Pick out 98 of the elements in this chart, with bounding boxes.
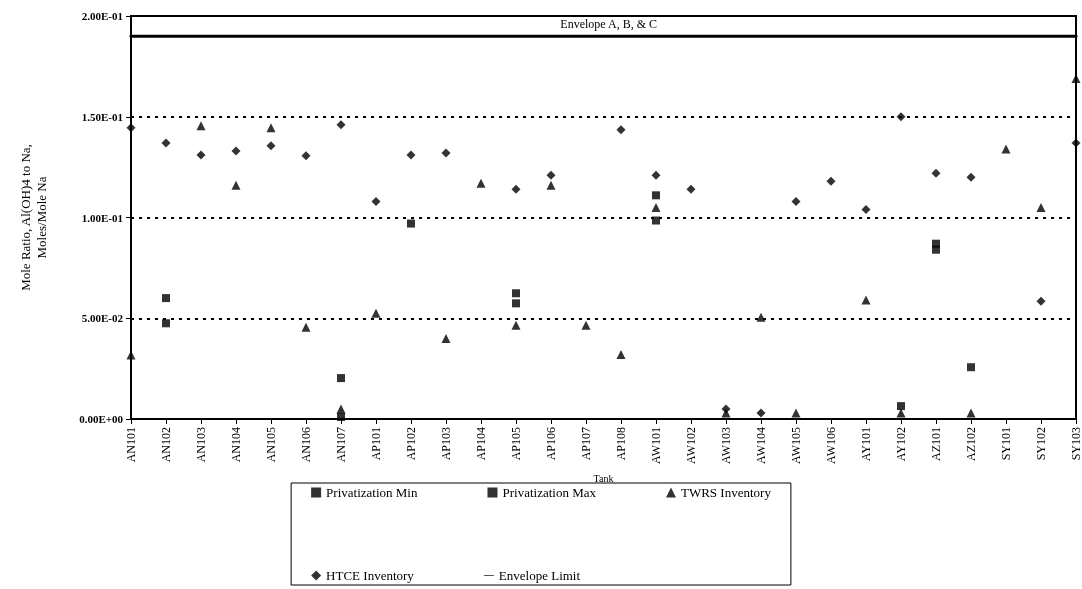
point — [162, 319, 170, 328]
point — [1071, 138, 1081, 148]
legend-label: Privatization Min — [326, 485, 418, 500]
point — [791, 408, 801, 418]
point — [896, 408, 906, 418]
point — [512, 289, 520, 298]
point — [1036, 296, 1046, 306]
point — [301, 151, 311, 161]
point — [932, 239, 940, 248]
point — [196, 121, 206, 131]
point — [896, 112, 906, 122]
x-tick-label: AW102 — [684, 427, 698, 465]
point — [336, 120, 346, 130]
point — [652, 191, 660, 200]
point — [931, 168, 941, 178]
point — [756, 408, 766, 418]
point — [1001, 144, 1011, 154]
point — [161, 138, 171, 148]
x-tick-label: AW101 — [649, 427, 663, 465]
point — [686, 184, 696, 194]
annotation: Envelope A, B, & C — [560, 17, 657, 31]
point — [337, 374, 345, 383]
x-axis-title: Tank — [593, 472, 614, 484]
x-tick-label: AP104 — [474, 427, 488, 461]
point — [231, 146, 241, 156]
point — [371, 308, 381, 318]
point — [371, 196, 381, 206]
x-tick-label: AZ101 — [929, 427, 943, 461]
x-tick-label: AW105 — [789, 427, 803, 465]
point — [476, 178, 486, 188]
point — [266, 123, 276, 133]
x-tick-label: AP102 — [404, 427, 418, 461]
point — [826, 176, 836, 186]
point — [791, 196, 801, 206]
point — [336, 404, 346, 414]
point — [966, 172, 976, 182]
x-tick-label: AN101 — [124, 427, 138, 463]
x-tick-label: AN102 — [159, 427, 173, 463]
legend-label: TWRS Inventory — [680, 485, 772, 500]
y-tick-label: 2.00E-01 — [81, 10, 123, 22]
y-tick-label: 0.00E+00 — [79, 413, 124, 425]
x-tick-label: SY102 — [1034, 427, 1048, 461]
x-tick-label: AP101 — [369, 427, 383, 461]
x-tick-label: AZ102 — [964, 427, 978, 461]
point — [721, 404, 731, 414]
x-tick-label: AW103 — [719, 427, 733, 465]
legend-label: HTCE Inventory — [326, 568, 415, 583]
point — [651, 202, 661, 212]
point — [756, 312, 766, 322]
x-tick-label: AP103 — [439, 427, 453, 461]
point — [441, 333, 451, 343]
x-tick-label: AW104 — [754, 427, 768, 465]
x-tick-label: SY103 — [1069, 427, 1082, 461]
point — [337, 412, 345, 421]
point — [511, 184, 521, 194]
point — [162, 294, 170, 303]
y-tick-label: 5.00E-02 — [81, 312, 124, 325]
x-tick-label: AP108 — [614, 427, 628, 461]
x-tick-label: AW106 — [824, 427, 838, 465]
point — [406, 150, 416, 160]
point — [861, 295, 871, 305]
x-tick-label: AP105 — [509, 427, 523, 461]
point — [512, 299, 520, 308]
x-tick-label: AN105 — [264, 427, 278, 463]
x-tick-label: AY101 — [859, 427, 873, 462]
point — [266, 141, 276, 151]
point — [231, 180, 241, 190]
point — [546, 180, 556, 190]
point — [301, 322, 311, 332]
y-tick-label: 1.50E-01 — [81, 110, 123, 123]
x-tick-label: AP107 — [579, 427, 593, 461]
y-tick-label: 1.00E-01 — [81, 211, 123, 224]
point — [441, 148, 451, 158]
x-tick-label: AY102 — [894, 427, 908, 462]
x-tick-label: SY101 — [999, 427, 1013, 461]
x-tick-label: AN104 — [229, 427, 243, 463]
x-tick-label: AN106 — [299, 427, 313, 463]
point — [546, 170, 556, 180]
x-tick-label: AN107 — [334, 427, 348, 463]
point — [581, 320, 591, 330]
point — [861, 204, 871, 214]
point — [126, 123, 136, 133]
point — [1036, 202, 1046, 212]
legend-label: Envelope Limit — [498, 568, 581, 583]
y-axis-title: Mole Ratio, Al(OH)4 to Na, Moles/Mole Na — [17, 144, 49, 291]
point — [897, 402, 905, 411]
point — [511, 320, 521, 330]
x-tick-label: AN103 — [194, 427, 208, 463]
legend-label: Privatization Max — [502, 485, 597, 500]
point — [651, 170, 661, 180]
point — [196, 150, 206, 160]
point — [616, 350, 626, 360]
point — [616, 125, 626, 135]
point — [652, 216, 660, 225]
point — [407, 219, 415, 228]
x-tick-label: AP106 — [544, 427, 558, 461]
point — [967, 363, 975, 372]
point — [966, 408, 976, 418]
